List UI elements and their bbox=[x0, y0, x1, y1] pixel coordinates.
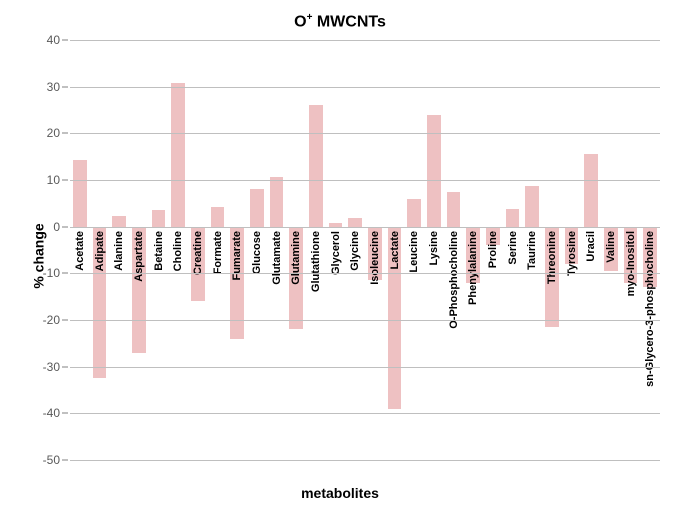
y-tick bbox=[62, 460, 68, 461]
y-tick-label: -20 bbox=[43, 313, 60, 327]
bar bbox=[407, 199, 420, 227]
category-label: Alanine bbox=[113, 231, 125, 431]
bar bbox=[348, 218, 361, 226]
y-tick-label: -10 bbox=[43, 266, 60, 280]
category-label: Threonine bbox=[546, 231, 558, 431]
bars-layer: Acetate Adipate Alanine Aspartate Betaine Cho… bbox=[70, 40, 660, 460]
bar bbox=[506, 209, 519, 226]
bar bbox=[309, 105, 322, 226]
y-tick bbox=[62, 226, 68, 227]
y-tick bbox=[62, 273, 68, 274]
category-label: myo-Inositol bbox=[625, 231, 637, 431]
category-label: O-Phosphocholine bbox=[448, 231, 460, 431]
x-axis-label: metabolites bbox=[0, 485, 680, 501]
y-tick-label: 40 bbox=[47, 33, 60, 47]
category-label: Choline bbox=[172, 231, 184, 431]
category-label: Tyrosine bbox=[566, 231, 578, 431]
category-label: Formate bbox=[212, 231, 224, 431]
category-label: Phenylalanine bbox=[467, 231, 479, 431]
y-tick-label: 20 bbox=[47, 126, 60, 140]
category-label: Creatine bbox=[192, 231, 204, 431]
y-tick bbox=[62, 413, 68, 414]
category-label: sn-Glycero-3-phosphocholine bbox=[644, 231, 656, 431]
bar bbox=[250, 189, 263, 226]
y-tick bbox=[62, 133, 68, 134]
bar bbox=[584, 154, 597, 226]
bar bbox=[73, 160, 86, 227]
y-tick-label: -40 bbox=[43, 406, 60, 420]
grid-line bbox=[70, 40, 660, 41]
category-label: Proline bbox=[487, 231, 499, 431]
category-label: Valine bbox=[605, 231, 617, 431]
grid-line bbox=[70, 460, 660, 461]
bar bbox=[427, 115, 440, 227]
category-label: Serine bbox=[507, 231, 519, 431]
grid-line bbox=[70, 413, 660, 414]
grid-line bbox=[70, 180, 660, 181]
category-label: Glutathione bbox=[310, 231, 322, 431]
bar bbox=[152, 210, 165, 226]
category-label: Aspartate bbox=[133, 231, 145, 431]
category-label: Adipate bbox=[94, 231, 106, 431]
plot-area: Acetate Adipate Alanine Aspartate Betaine Cho… bbox=[70, 40, 660, 460]
category-label: Acetate bbox=[74, 231, 86, 431]
y-tick-label: 30 bbox=[47, 80, 60, 94]
grid-line bbox=[70, 133, 660, 134]
y-tick bbox=[62, 180, 68, 181]
grid-line bbox=[70, 87, 660, 88]
y-tick-label: 0 bbox=[53, 220, 60, 234]
chart-container: O+ MWCNTs % change metabolites AcetateAd… bbox=[0, 0, 680, 511]
grid-line bbox=[70, 227, 660, 228]
category-label: Lysine bbox=[428, 231, 440, 431]
y-tick-label: -50 bbox=[43, 453, 60, 467]
bar bbox=[270, 177, 283, 227]
category-label: Glucose bbox=[251, 231, 263, 431]
category-label: Lactate bbox=[389, 231, 401, 431]
y-tick-label: -30 bbox=[43, 360, 60, 374]
bar bbox=[171, 83, 184, 226]
grid-line bbox=[70, 273, 660, 274]
grid-line bbox=[70, 320, 660, 321]
category-label: Uracil bbox=[585, 231, 597, 431]
grid-line bbox=[70, 367, 660, 368]
y-tick-label: 10 bbox=[47, 173, 60, 187]
category-label: Leucine bbox=[408, 231, 420, 431]
bar bbox=[447, 192, 460, 227]
category-label: Taurine bbox=[526, 231, 538, 431]
category-label: Glycerol bbox=[330, 231, 342, 431]
category-label: Glutamine bbox=[290, 231, 302, 431]
category-label: Glutamate bbox=[271, 231, 283, 431]
y-tick bbox=[62, 366, 68, 367]
bar bbox=[525, 186, 538, 227]
category-label: Fumarate bbox=[231, 231, 243, 431]
bar bbox=[112, 216, 125, 227]
y-tick bbox=[62, 86, 68, 87]
bar bbox=[211, 207, 224, 227]
category-label: Isoleucine bbox=[369, 231, 381, 431]
y-tick bbox=[62, 40, 68, 41]
category-label: Glycine bbox=[349, 231, 361, 431]
category-label: Betaine bbox=[153, 231, 165, 431]
chart-title: O+ MWCNTs bbox=[0, 12, 680, 31]
y-tick bbox=[62, 320, 68, 321]
